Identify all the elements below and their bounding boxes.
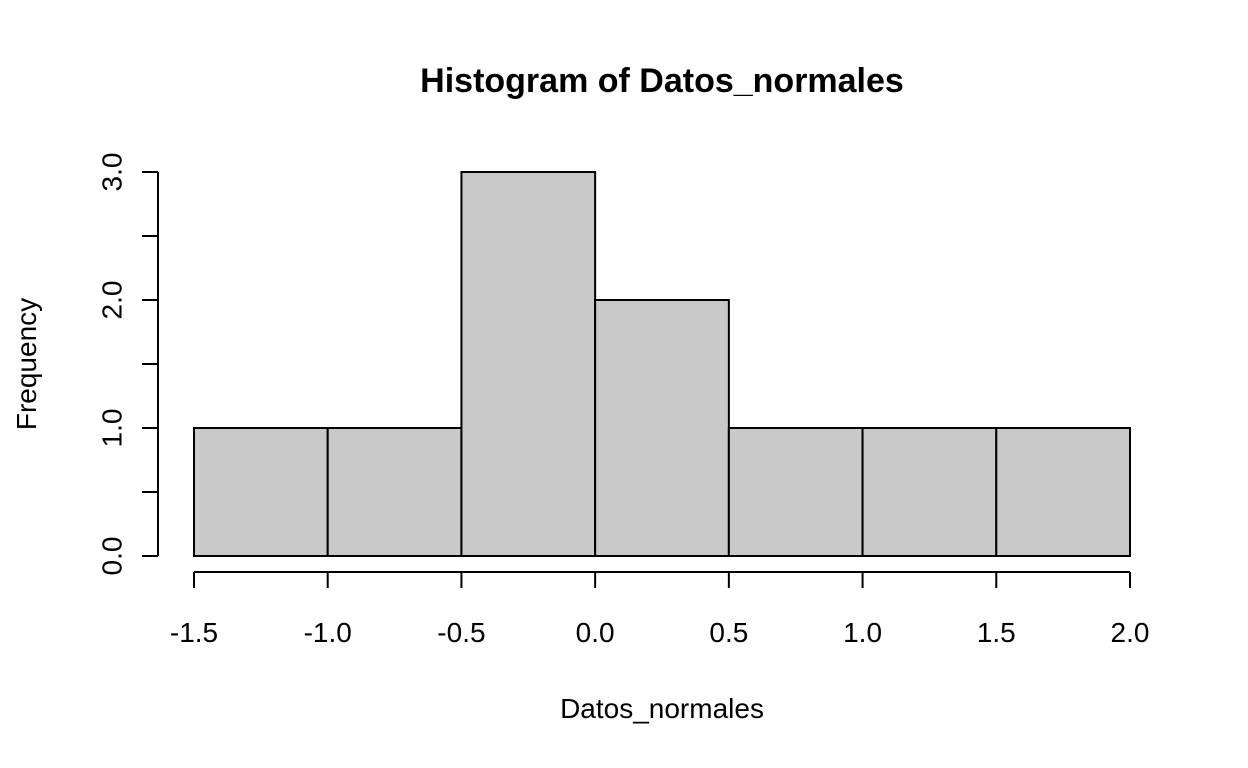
- histogram-bar: [326, 427, 463, 557]
- histogram-bar: [460, 171, 597, 557]
- y-tick-label: 3.0: [97, 153, 128, 192]
- histogram-bar: [995, 427, 1131, 557]
- x-tick-label: 0.5: [709, 617, 748, 648]
- x-tick-label: 1.0: [843, 617, 882, 648]
- chart-title: Histogram of Datos_normales: [420, 62, 904, 100]
- x-tick-label: 0.0: [576, 617, 615, 648]
- x-axis: -1.5 -1.0 -0.5 0.0 0.5 1.0 1.5 2.0: [170, 571, 1150, 648]
- histogram-bar: [193, 427, 329, 557]
- y-tick-label: 2.0: [97, 281, 128, 320]
- x-axis-label: Datos_normales: [560, 693, 764, 724]
- x-tick-label: 1.5: [977, 617, 1016, 648]
- x-tick-label: -0.5: [437, 617, 485, 648]
- x-tick-label: 2.0: [1111, 617, 1150, 648]
- y-axis: 0.0 1.0 2.0 3.0: [97, 153, 159, 576]
- x-tick-label: -1.0: [304, 617, 352, 648]
- x-tick-label: -1.5: [170, 617, 218, 648]
- y-axis-label: Frequency: [11, 298, 42, 430]
- histogram-bar: [727, 427, 864, 557]
- y-tick-label: 0.0: [97, 537, 128, 576]
- histogram-bar: [861, 427, 998, 557]
- bars-group: [193, 171, 1131, 557]
- histogram-bar: [594, 299, 730, 557]
- y-tick-label: 1.0: [97, 409, 128, 448]
